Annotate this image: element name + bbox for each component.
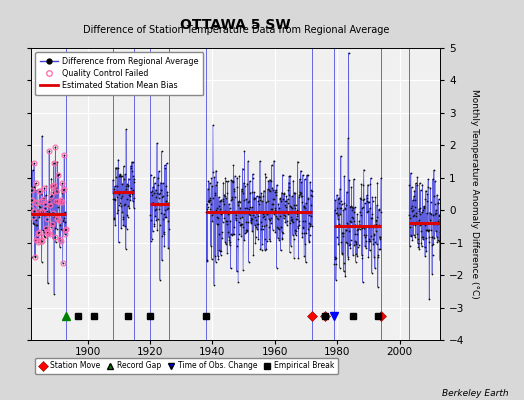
- Legend: Station Move, Record Gap, Time of Obs. Change, Empirical Break: Station Move, Record Gap, Time of Obs. C…: [35, 358, 339, 374]
- Title: OTTAWA 5 SW: OTTAWA 5 SW: [180, 18, 291, 32]
- Y-axis label: Monthly Temperature Anomaly Difference (°C): Monthly Temperature Anomaly Difference (…: [470, 89, 479, 299]
- Text: Berkeley Earth: Berkeley Earth: [442, 389, 508, 398]
- Text: Difference of Station Temperature Data from Regional Average: Difference of Station Temperature Data f…: [83, 25, 389, 35]
